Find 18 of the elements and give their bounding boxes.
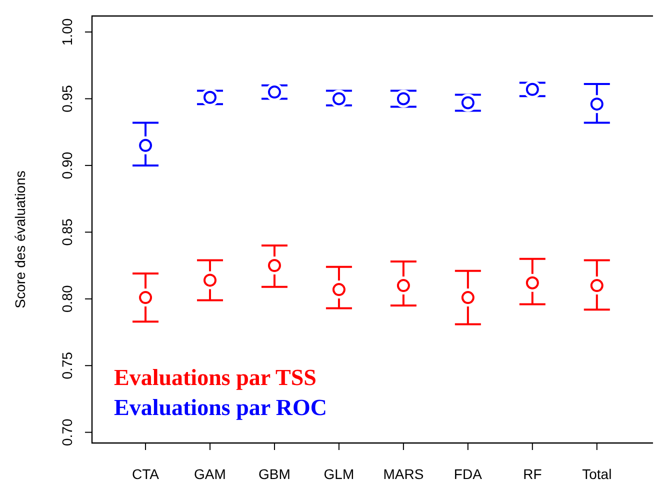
x-tick-label: RF [523, 466, 542, 482]
y-tick-label: 0.80 [59, 285, 75, 313]
x-tick-label: FDA [454, 466, 483, 482]
x-tick-label: CTA [132, 466, 160, 482]
x-tick-label: GBM [258, 466, 290, 482]
y-axis-title: Score des évaluations [12, 170, 28, 308]
y-tick-label: 0.85 [59, 218, 75, 246]
x-tick-label: Total [582, 466, 612, 482]
y-tick-label: 0.75 [59, 352, 75, 380]
y-tick-label: 0.90 [59, 152, 75, 180]
x-tick-label: GAM [194, 466, 226, 482]
x-tick-label: GLM [324, 466, 354, 482]
y-tick-label: 0.95 [59, 84, 75, 112]
text: Evaluations par TSS [114, 365, 316, 390]
text: Evaluations par ROC [114, 395, 328, 420]
y-tick-label: 0.70 [59, 418, 75, 446]
x-tick-label: MARS [383, 466, 424, 482]
y-tick-label: 1.00 [59, 18, 75, 46]
